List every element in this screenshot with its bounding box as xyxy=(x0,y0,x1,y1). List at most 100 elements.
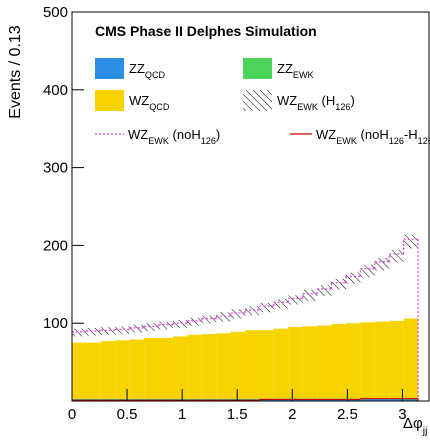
label-part: (noH xyxy=(169,127,201,142)
histogram-bar xyxy=(86,342,101,399)
histogram-bar xyxy=(374,321,390,399)
histogram-bar xyxy=(302,326,318,399)
histogram-bar xyxy=(72,398,87,400)
histogram-bar xyxy=(360,399,375,401)
hatch-band xyxy=(403,234,419,249)
label-part: ZZ xyxy=(277,61,293,76)
y-tick-label: 400 xyxy=(43,82,68,99)
histogram-bar xyxy=(129,339,145,399)
histogram-bar xyxy=(259,330,274,399)
hatch-band xyxy=(100,327,116,335)
histogram-bar xyxy=(216,333,231,399)
legend-label: WZQCD xyxy=(129,93,170,112)
hatch-band xyxy=(288,295,303,305)
histogram-bar xyxy=(230,331,246,399)
legend-label: ZZQCD xyxy=(129,61,166,80)
histogram-bar xyxy=(331,323,346,399)
histogram-bar xyxy=(187,398,202,400)
hatch-band xyxy=(273,299,289,309)
x-tick-label: 2.5 xyxy=(337,406,358,423)
legend-label: WZEWK (noH126) xyxy=(128,127,220,146)
histogram-bar xyxy=(389,320,404,399)
hatch-band xyxy=(129,324,145,333)
histogram-bar xyxy=(144,337,159,399)
histogram-bar xyxy=(345,399,361,401)
histogram-bar xyxy=(389,399,404,401)
histogram-bar xyxy=(129,398,145,400)
histogram-bar xyxy=(158,337,173,399)
histogram-bar xyxy=(172,336,188,399)
y-tick-label: 500 xyxy=(43,4,68,21)
label-part: EWK xyxy=(148,136,169,146)
label-part: WZ xyxy=(316,127,336,142)
label-part: WZ xyxy=(128,127,148,142)
label-part: EWK xyxy=(297,102,318,112)
hatch-band xyxy=(86,327,101,336)
label-part: EWK xyxy=(336,136,357,146)
y-tick-label: 200 xyxy=(43,237,68,254)
plot-area xyxy=(72,234,419,401)
label-part: WZ xyxy=(129,93,149,108)
histogram-bar xyxy=(158,398,173,400)
legend-swatch xyxy=(95,58,124,79)
x-tick-label: 1 xyxy=(178,406,186,423)
legend-title: CMS Phase II Delphes Simulation xyxy=(95,23,317,39)
label-part: QCD xyxy=(145,70,166,80)
histogram-bar xyxy=(172,398,188,400)
label-part: (H xyxy=(318,93,335,108)
histogram-bar xyxy=(100,341,116,399)
legend-label: WZEWK (H126) xyxy=(277,93,355,112)
histogram-bar xyxy=(216,398,231,400)
legend-swatch xyxy=(95,90,124,111)
label-part: WZ xyxy=(277,93,297,108)
hatch-band xyxy=(172,320,188,328)
x-tick-label: 0.5 xyxy=(117,406,138,423)
hatch-band xyxy=(331,278,346,290)
hatch-band xyxy=(245,306,260,316)
histogram-bar xyxy=(144,398,159,400)
hatch-band xyxy=(158,321,173,330)
x-tick-label: 1.5 xyxy=(227,406,248,423)
histogram-bar xyxy=(115,398,130,400)
histogram-bar xyxy=(230,398,246,400)
legend-label: ZZEWK xyxy=(277,61,314,80)
histogram-bar xyxy=(201,398,217,400)
histogram-bar xyxy=(317,399,332,401)
histogram-bar xyxy=(187,334,202,399)
hatch-band xyxy=(201,315,217,324)
label-part: EWK xyxy=(293,70,314,80)
x-tick-label: 0 xyxy=(68,406,76,423)
histogram-bar xyxy=(345,323,361,399)
hatch-band xyxy=(115,326,130,335)
histogram-bar xyxy=(245,398,260,400)
histogram-bar xyxy=(288,399,303,401)
label-part: 126 xyxy=(201,136,216,146)
histogram-bar xyxy=(403,318,419,399)
x-tick-label: 3 xyxy=(398,406,406,423)
hatch-band xyxy=(345,272,361,284)
hatch-band xyxy=(374,257,390,271)
label-part: 126 xyxy=(335,102,350,112)
histogram-bar xyxy=(72,342,87,399)
histogram-bar xyxy=(86,398,101,400)
y-axis-label: Events / 0.13 xyxy=(7,25,24,118)
histogram-bar xyxy=(317,325,332,399)
histogram-bar xyxy=(331,399,346,401)
label-part: ) xyxy=(216,127,220,142)
legend-swatch xyxy=(243,90,272,111)
label-part: Δφ xyxy=(403,415,423,432)
axes-frame xyxy=(71,11,430,402)
label-part: 126 xyxy=(418,136,430,146)
label-part: ZZ xyxy=(129,61,145,76)
hatch-band xyxy=(259,302,274,313)
label-part: -H xyxy=(404,127,418,142)
histogram-bar xyxy=(374,399,390,401)
hatch-band xyxy=(230,309,246,319)
histogram-bar xyxy=(100,398,116,400)
histogram-bar xyxy=(245,330,260,399)
label-part: jj xyxy=(422,425,428,437)
hatch-band xyxy=(360,264,375,278)
y-tick-label: 300 xyxy=(43,160,68,177)
y-tick-label: 100 xyxy=(43,315,68,332)
histogram-bar xyxy=(273,328,289,399)
